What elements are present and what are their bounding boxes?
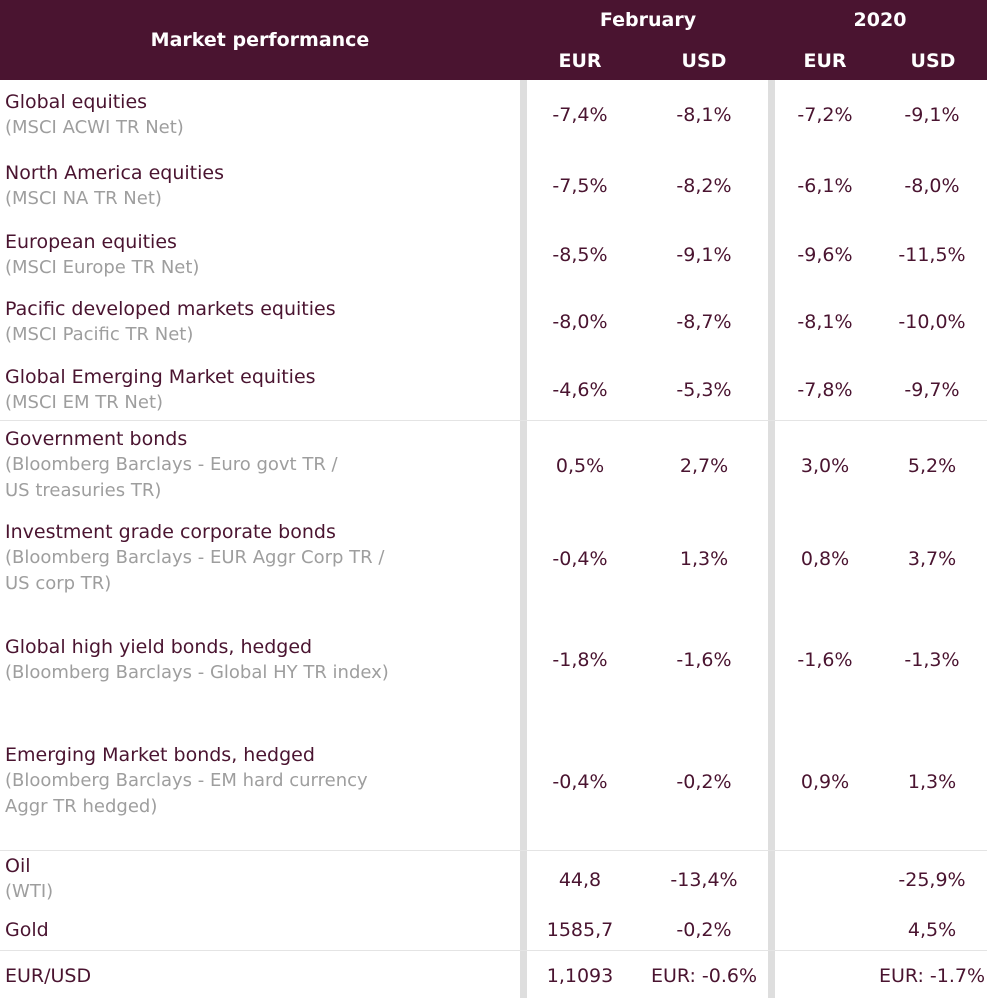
row-label-main: Global high yield bonds, hedged	[5, 636, 313, 658]
row-label: Oil (WTI)	[5, 853, 515, 905]
cell-feb-usd: 1,3%	[679, 548, 729, 570]
group-divider-commodities	[0, 950, 987, 951]
row-label: Global equities (MSCI ACWI TR Net)	[5, 89, 515, 141]
cell-feb-eur: 1585,7	[546, 919, 614, 941]
row-label: Pacific developed markets equities (MSCI …	[5, 296, 515, 348]
cell-feb-usd: -0,2%	[676, 919, 732, 941]
cell-y-usd: EUR: -1.7%	[878, 965, 986, 987]
cell-feb-eur: -7,5%	[552, 175, 608, 197]
cell-y-usd: -9,7%	[904, 379, 960, 401]
header-feb-usd: USD	[681, 50, 727, 72]
header-feb-eur: EUR	[558, 50, 602, 72]
group-divider-bonds	[0, 850, 987, 851]
header-year-usd: USD	[910, 50, 956, 72]
cell-y-eur: -7,2%	[797, 104, 853, 126]
row-label-index: (Bloomberg Barclays - EUR Aggr Corp TR /…	[5, 547, 385, 594]
cell-feb-eur: -8,5%	[552, 244, 608, 266]
row-label-index: (MSCI Europe TR Net)	[5, 257, 200, 278]
cell-feb-usd: -5,3%	[676, 379, 732, 401]
row-label-main: Investment grade corporate bonds	[5, 521, 336, 543]
table-header: Market performance February 2020 EUR USD…	[0, 0, 987, 80]
cell-y-usd: 4,5%	[907, 919, 957, 941]
row-label: European equities (MSCI Europe TR Net)	[5, 229, 515, 281]
row-label: Government bonds (Bloomberg Barclays - Eu…	[5, 426, 515, 504]
cell-feb-eur: 1,1093	[546, 965, 614, 987]
row-label: EUR/USD	[5, 963, 515, 989]
row-label: Emerging Market bonds, hedged (Bloomberg …	[5, 742, 515, 820]
row-label-main: North America equities	[5, 162, 224, 184]
cell-feb-usd: 2,7%	[679, 455, 729, 477]
cell-feb-usd: -8,1%	[676, 104, 732, 126]
cell-y-eur: 3,0%	[800, 455, 850, 477]
cell-y-eur: -1,6%	[797, 649, 853, 671]
row-label: Gold	[5, 917, 515, 943]
cell-feb-eur: 44,8	[558, 869, 602, 891]
column-divider-february	[520, 80, 527, 998]
cell-y-usd: 1,3%	[907, 771, 957, 793]
cell-y-usd: 3,7%	[907, 548, 957, 570]
row-label-main: EUR/USD	[5, 965, 92, 987]
cell-feb-usd: -13,4%	[670, 869, 738, 891]
cell-y-usd: -10,0%	[898, 311, 966, 333]
row-label: Global high yield bonds, hedged (Bloomber…	[5, 634, 515, 686]
cell-feb-usd: -9,1%	[676, 244, 732, 266]
cell-y-usd: -1,3%	[904, 649, 960, 671]
row-label-main: Oil	[5, 855, 31, 877]
row-label-index: (MSCI ACWI TR Net)	[5, 117, 184, 138]
cell-y-usd: -11,5%	[898, 244, 966, 266]
cell-feb-usd: -1,6%	[676, 649, 732, 671]
cell-feb-usd: -8,7%	[676, 311, 732, 333]
row-label-main: Global Emerging Market equities	[5, 366, 316, 388]
cell-feb-eur: 0,5%	[555, 455, 605, 477]
header-title: Market performance	[150, 29, 370, 51]
cell-y-eur: 0,8%	[800, 548, 850, 570]
row-label-index: (Bloomberg Barclays - Euro govt TR / US …	[5, 454, 338, 501]
cell-y-usd: -25,9%	[898, 869, 966, 891]
cell-feb-usd: -0,2%	[676, 771, 732, 793]
row-label-main: Government bonds	[5, 428, 188, 450]
row-label-main: European equities	[5, 231, 177, 253]
row-label-main: Gold	[5, 919, 49, 941]
row-label-index: (MSCI Pacific TR Net)	[5, 324, 194, 345]
header-february: February	[599, 9, 697, 31]
cell-y-usd: -9,1%	[904, 104, 960, 126]
cell-feb-eur: -7,4%	[552, 104, 608, 126]
cell-feb-usd: EUR: -0.6%	[650, 965, 758, 987]
cell-y-usd: -8,0%	[904, 175, 960, 197]
cell-feb-eur: -4,6%	[552, 379, 608, 401]
cell-y-eur: -8,1%	[797, 311, 853, 333]
cell-y-eur: -9,6%	[797, 244, 853, 266]
group-divider-equities	[0, 420, 987, 421]
row-label-index: (WTI)	[5, 881, 54, 902]
cell-feb-eur: -1,8%	[552, 649, 608, 671]
cell-y-eur: 0,9%	[800, 771, 850, 793]
cell-feb-eur: -0,4%	[552, 548, 608, 570]
row-label-index: (Bloomberg Barclays - Global HY TR index…	[5, 662, 389, 683]
column-divider-2020	[768, 80, 775, 998]
row-label-main: Emerging Market bonds, hedged	[5, 744, 315, 766]
cell-y-eur: -7,8%	[797, 379, 853, 401]
row-label-main: Pacific developed markets equities	[5, 298, 336, 320]
cell-y-usd: 5,2%	[907, 455, 957, 477]
row-label: Investment grade corporate bonds (Bloombe…	[5, 519, 515, 597]
row-label: Global Emerging Market equities (MSCI EM …	[5, 364, 515, 416]
header-year-eur: EUR	[803, 50, 847, 72]
row-label: North America equities (MSCI NA TR Net)	[5, 160, 515, 212]
header-year: 2020	[853, 9, 907, 31]
cell-feb-eur: -8,0%	[552, 311, 608, 333]
cell-feb-usd: -8,2%	[676, 175, 732, 197]
cell-y-eur: -6,1%	[797, 175, 853, 197]
row-label-index: (MSCI EM TR Net)	[5, 392, 164, 413]
row-label-main: Global equities	[5, 91, 148, 113]
cell-feb-eur: -0,4%	[552, 771, 608, 793]
row-label-index: (MSCI NA TR Net)	[5, 188, 162, 209]
row-label-index: (Bloomberg Barclays - EM hard currency A…	[5, 770, 368, 817]
